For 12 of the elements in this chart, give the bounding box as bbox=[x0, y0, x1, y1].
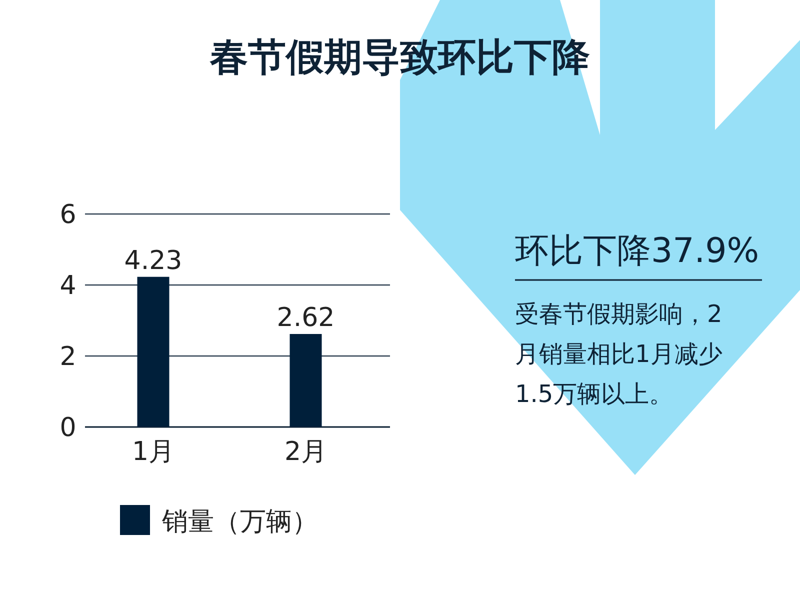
y-tick-label: 2 bbox=[60, 342, 76, 372]
data-label: 4.23 bbox=[124, 246, 182, 276]
y-tick-label: 4 bbox=[60, 271, 76, 301]
chart-title: 春节假期导致环比下降 bbox=[209, 35, 590, 79]
y-tick-label: 0 bbox=[60, 413, 76, 443]
x-tick-label: 1月 bbox=[132, 437, 175, 467]
text: 环比下降37.9% bbox=[515, 231, 760, 271]
data-label: 2.62 bbox=[276, 302, 335, 333]
legend-label: 销量（万辆） bbox=[161, 507, 318, 537]
text: 受春节假期影响，2月销量相比1月减少1.5万辆以上。 bbox=[515, 300, 722, 408]
y-tick-label: 6 bbox=[60, 200, 76, 230]
x-tick-label: 2月 bbox=[284, 437, 328, 467]
